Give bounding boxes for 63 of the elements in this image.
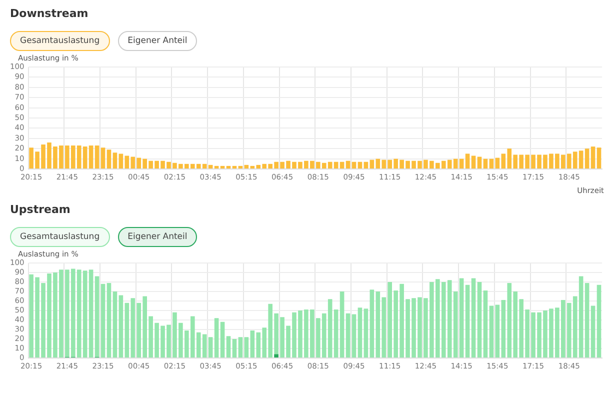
text: Gesamtauslastung (10, 31, 110, 51)
bar (364, 162, 368, 168)
bar (226, 166, 231, 168)
bar (590, 146, 596, 168)
bar (100, 148, 106, 168)
bar (483, 290, 488, 358)
bar (88, 270, 94, 358)
bar (220, 322, 225, 358)
bar (364, 308, 368, 358)
bar (274, 354, 278, 358)
bar (232, 339, 237, 358)
bar (358, 308, 362, 358)
bar (94, 146, 100, 168)
bar (352, 162, 356, 168)
bar (596, 284, 602, 358)
bar (94, 276, 100, 358)
bar (471, 156, 476, 168)
bar (584, 148, 590, 168)
bar (334, 310, 338, 358)
bar (340, 162, 344, 168)
bar (118, 154, 124, 168)
bar (477, 156, 482, 168)
bar (584, 282, 590, 358)
bar (214, 166, 219, 168)
bar (346, 160, 350, 168)
bar (106, 150, 112, 168)
bar (459, 158, 464, 168)
bar (106, 282, 112, 358)
text: Eigener Anteil (118, 31, 198, 51)
bar (483, 158, 488, 168)
bar (340, 292, 344, 358)
text: Gesamtauslastung (10, 227, 110, 247)
bar (471, 278, 476, 358)
bar (489, 306, 494, 358)
bar (232, 166, 237, 168)
bar (477, 282, 482, 358)
bar (112, 292, 118, 358)
bar (590, 306, 596, 358)
bar (112, 152, 118, 168)
bar (238, 337, 243, 358)
bar (358, 162, 362, 168)
chart-title: Upstream (9, 202, 72, 218)
bar (220, 166, 225, 168)
bar (88, 146, 94, 168)
bar (459, 278, 464, 358)
bar (244, 337, 249, 358)
bar (596, 148, 602, 168)
bar (465, 154, 470, 168)
bar (352, 314, 356, 358)
bar (346, 313, 350, 358)
bar (370, 290, 374, 358)
bar (465, 284, 470, 358)
chart-title: Downstream (9, 6, 90, 22)
bar (334, 162, 338, 168)
bar (214, 318, 219, 358)
bar (370, 160, 374, 168)
bar (489, 158, 494, 168)
bar (118, 295, 124, 358)
text: Eigener Anteil (118, 227, 198, 247)
bar (238, 166, 243, 168)
bar (226, 336, 231, 358)
bar (244, 164, 249, 168)
bar (100, 284, 106, 358)
